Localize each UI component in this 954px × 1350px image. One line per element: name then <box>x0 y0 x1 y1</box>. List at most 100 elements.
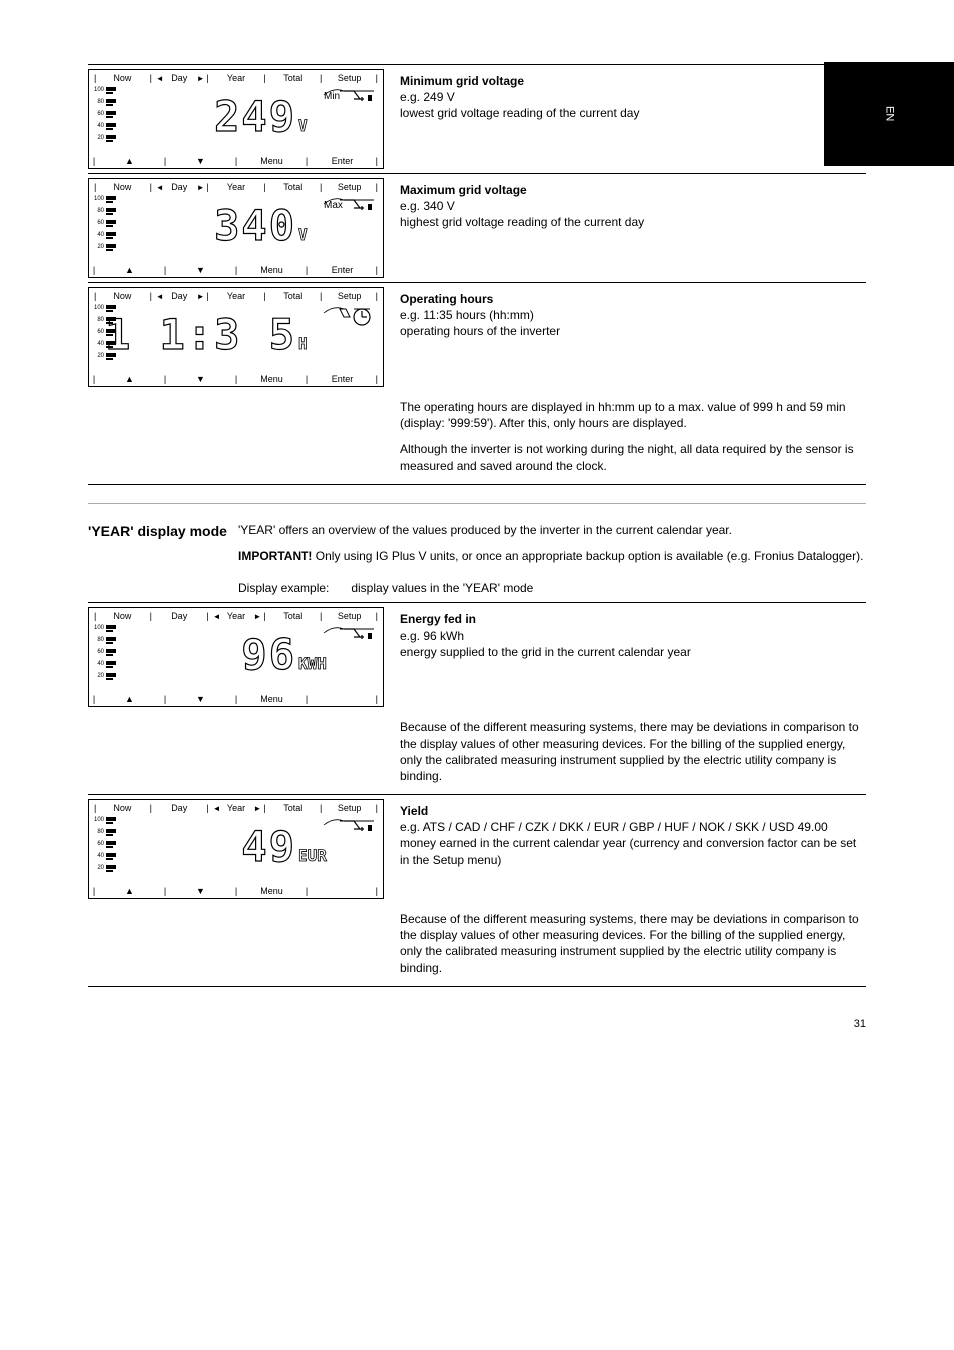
svg-text:Year: Year <box>227 803 245 813</box>
important-text: Only using IG Plus V units, or once an a… <box>316 549 864 563</box>
svg-text:|: | <box>263 803 265 813</box>
svg-text:100: 100 <box>94 817 105 823</box>
svg-text:◄: ◄ <box>156 74 164 83</box>
svg-text:80: 80 <box>97 99 104 105</box>
svg-text:|: | <box>206 611 208 621</box>
svg-text:►: ► <box>197 183 205 192</box>
lcd-screen: NowDay|Year|Total|Setup|||◄► 10080604020… <box>88 287 384 387</box>
svg-text:20: 20 <box>97 673 104 679</box>
svg-text:◄: ◄ <box>213 804 221 813</box>
row-max-grid-voltage: NowDay|Year|Total|Setup|||◄► 10080604020… <box>88 178 866 278</box>
svg-text:▼: ▼ <box>196 694 205 704</box>
svg-text:►: ► <box>253 804 261 813</box>
description: Minimum grid voltage e.g. 249 V lowest g… <box>400 69 866 122</box>
example-label: e.g. <box>400 199 420 213</box>
example-value: 11:35 hours (hh:mm) <box>423 308 534 322</box>
svg-text:Menu: Menu <box>260 886 283 896</box>
svg-text:Setup: Setup <box>338 291 362 301</box>
svg-text:Min: Min <box>324 91 340 102</box>
svg-text:100: 100 <box>94 305 105 311</box>
example-label: e.g. <box>400 90 420 104</box>
field-title: Operating hours <box>400 292 493 306</box>
svg-text:|: | <box>320 291 322 301</box>
note-paragraph: Because of the different measuring syste… <box>400 911 866 976</box>
svg-text:|: | <box>206 803 208 813</box>
svg-text:|: | <box>94 803 96 813</box>
svg-text:KWH: KWH <box>298 654 327 673</box>
svg-text:20: 20 <box>97 865 104 871</box>
important-label: IMPORTANT! <box>238 549 312 563</box>
svg-text:|: | <box>93 265 95 275</box>
svg-text:|: | <box>263 291 265 301</box>
svg-text:|: | <box>376 694 378 704</box>
svg-text:▲: ▲ <box>125 886 134 896</box>
divider <box>88 503 866 504</box>
svg-text:20: 20 <box>97 135 104 141</box>
svg-text:100: 100 <box>94 87 105 93</box>
svg-text:96: 96 <box>241 630 296 679</box>
svg-text:80: 80 <box>97 208 104 214</box>
svg-text:Now: Now <box>113 291 132 301</box>
example-label: e.g. <box>400 820 420 834</box>
svg-text:|: | <box>376 73 378 83</box>
svg-text:Menu: Menu <box>260 694 283 704</box>
svg-text:Menu: Menu <box>260 156 283 166</box>
lcd-screen: NowDay|Year|Total|Setup|||◄► 10080604020… <box>88 178 384 278</box>
year-header-note: 'YEAR' offers an overview of the values … <box>238 523 732 537</box>
svg-text:|: | <box>320 73 322 83</box>
svg-text:60: 60 <box>97 329 104 335</box>
svg-text:Total: Total <box>283 182 302 192</box>
svg-text:100: 100 <box>94 196 105 202</box>
example-label: e.g. <box>400 308 420 322</box>
svg-text:Total: Total <box>283 611 302 621</box>
svg-text:H: H <box>298 334 308 353</box>
svg-text:249: 249 <box>214 92 296 141</box>
svg-text:100: 100 <box>94 625 105 631</box>
svg-text:49: 49 <box>241 822 296 871</box>
year-energy-note: Because of the different measuring syste… <box>88 719 866 784</box>
svg-text:|: | <box>235 694 237 704</box>
svg-text:|: | <box>376 374 378 384</box>
svg-text:1 1:3 5: 1 1:3 5 <box>105 310 296 359</box>
row-min-grid-voltage: NowDay|Year|Total|Setup|||◄► 10080604020… <box>88 69 866 169</box>
svg-text:Setup: Setup <box>338 73 362 83</box>
svg-text:|: | <box>320 803 322 813</box>
field-title: Maximum grid voltage <box>400 183 527 197</box>
section-title: 'YEAR' display mode <box>88 522 238 541</box>
svg-text:Total: Total <box>283 803 302 813</box>
svg-text:|: | <box>164 156 166 166</box>
svg-text:Enter: Enter <box>332 374 354 384</box>
divider <box>88 986 866 987</box>
svg-text:|: | <box>150 611 152 621</box>
svg-text:|: | <box>376 291 378 301</box>
svg-text:20: 20 <box>97 244 104 250</box>
svg-text:40: 40 <box>97 853 104 859</box>
svg-text:|: | <box>93 156 95 166</box>
lcd-screen: NowDay|Year|Total|Setup|||◄► 10080604020… <box>88 69 384 169</box>
svg-text:|: | <box>376 611 378 621</box>
divider <box>88 794 866 795</box>
intro-label: Display example: <box>238 580 348 596</box>
svg-text:60: 60 <box>97 111 104 117</box>
svg-text:◄: ◄ <box>156 292 164 301</box>
svg-text:|: | <box>263 611 265 621</box>
svg-text:|: | <box>150 803 152 813</box>
svg-text:80: 80 <box>97 317 104 323</box>
svg-text:Setup: Setup <box>338 611 362 621</box>
lcd-screen: NowDay|Year|Total|Setup|||◄► 10080604020… <box>88 799 384 899</box>
year-yield-note: Because of the different measuring syste… <box>88 911 866 976</box>
svg-text:|: | <box>93 886 95 896</box>
field-extra: operating hours of the inverter <box>400 323 866 339</box>
svg-text:|: | <box>376 803 378 813</box>
svg-text:Menu: Menu <box>260 265 283 275</box>
year-section-header: 'YEAR' display mode 'YEAR' offers an ove… <box>88 522 866 597</box>
svg-text:80: 80 <box>97 829 104 835</box>
svg-text:|: | <box>150 182 152 192</box>
svg-text:Day: Day <box>171 73 188 83</box>
example-value: 96 kWh <box>423 629 464 643</box>
svg-text:|: | <box>320 182 322 192</box>
svg-text:|: | <box>94 611 96 621</box>
svg-text:40: 40 <box>97 661 104 667</box>
svg-text:|: | <box>235 374 237 384</box>
svg-text:▲: ▲ <box>125 265 134 275</box>
